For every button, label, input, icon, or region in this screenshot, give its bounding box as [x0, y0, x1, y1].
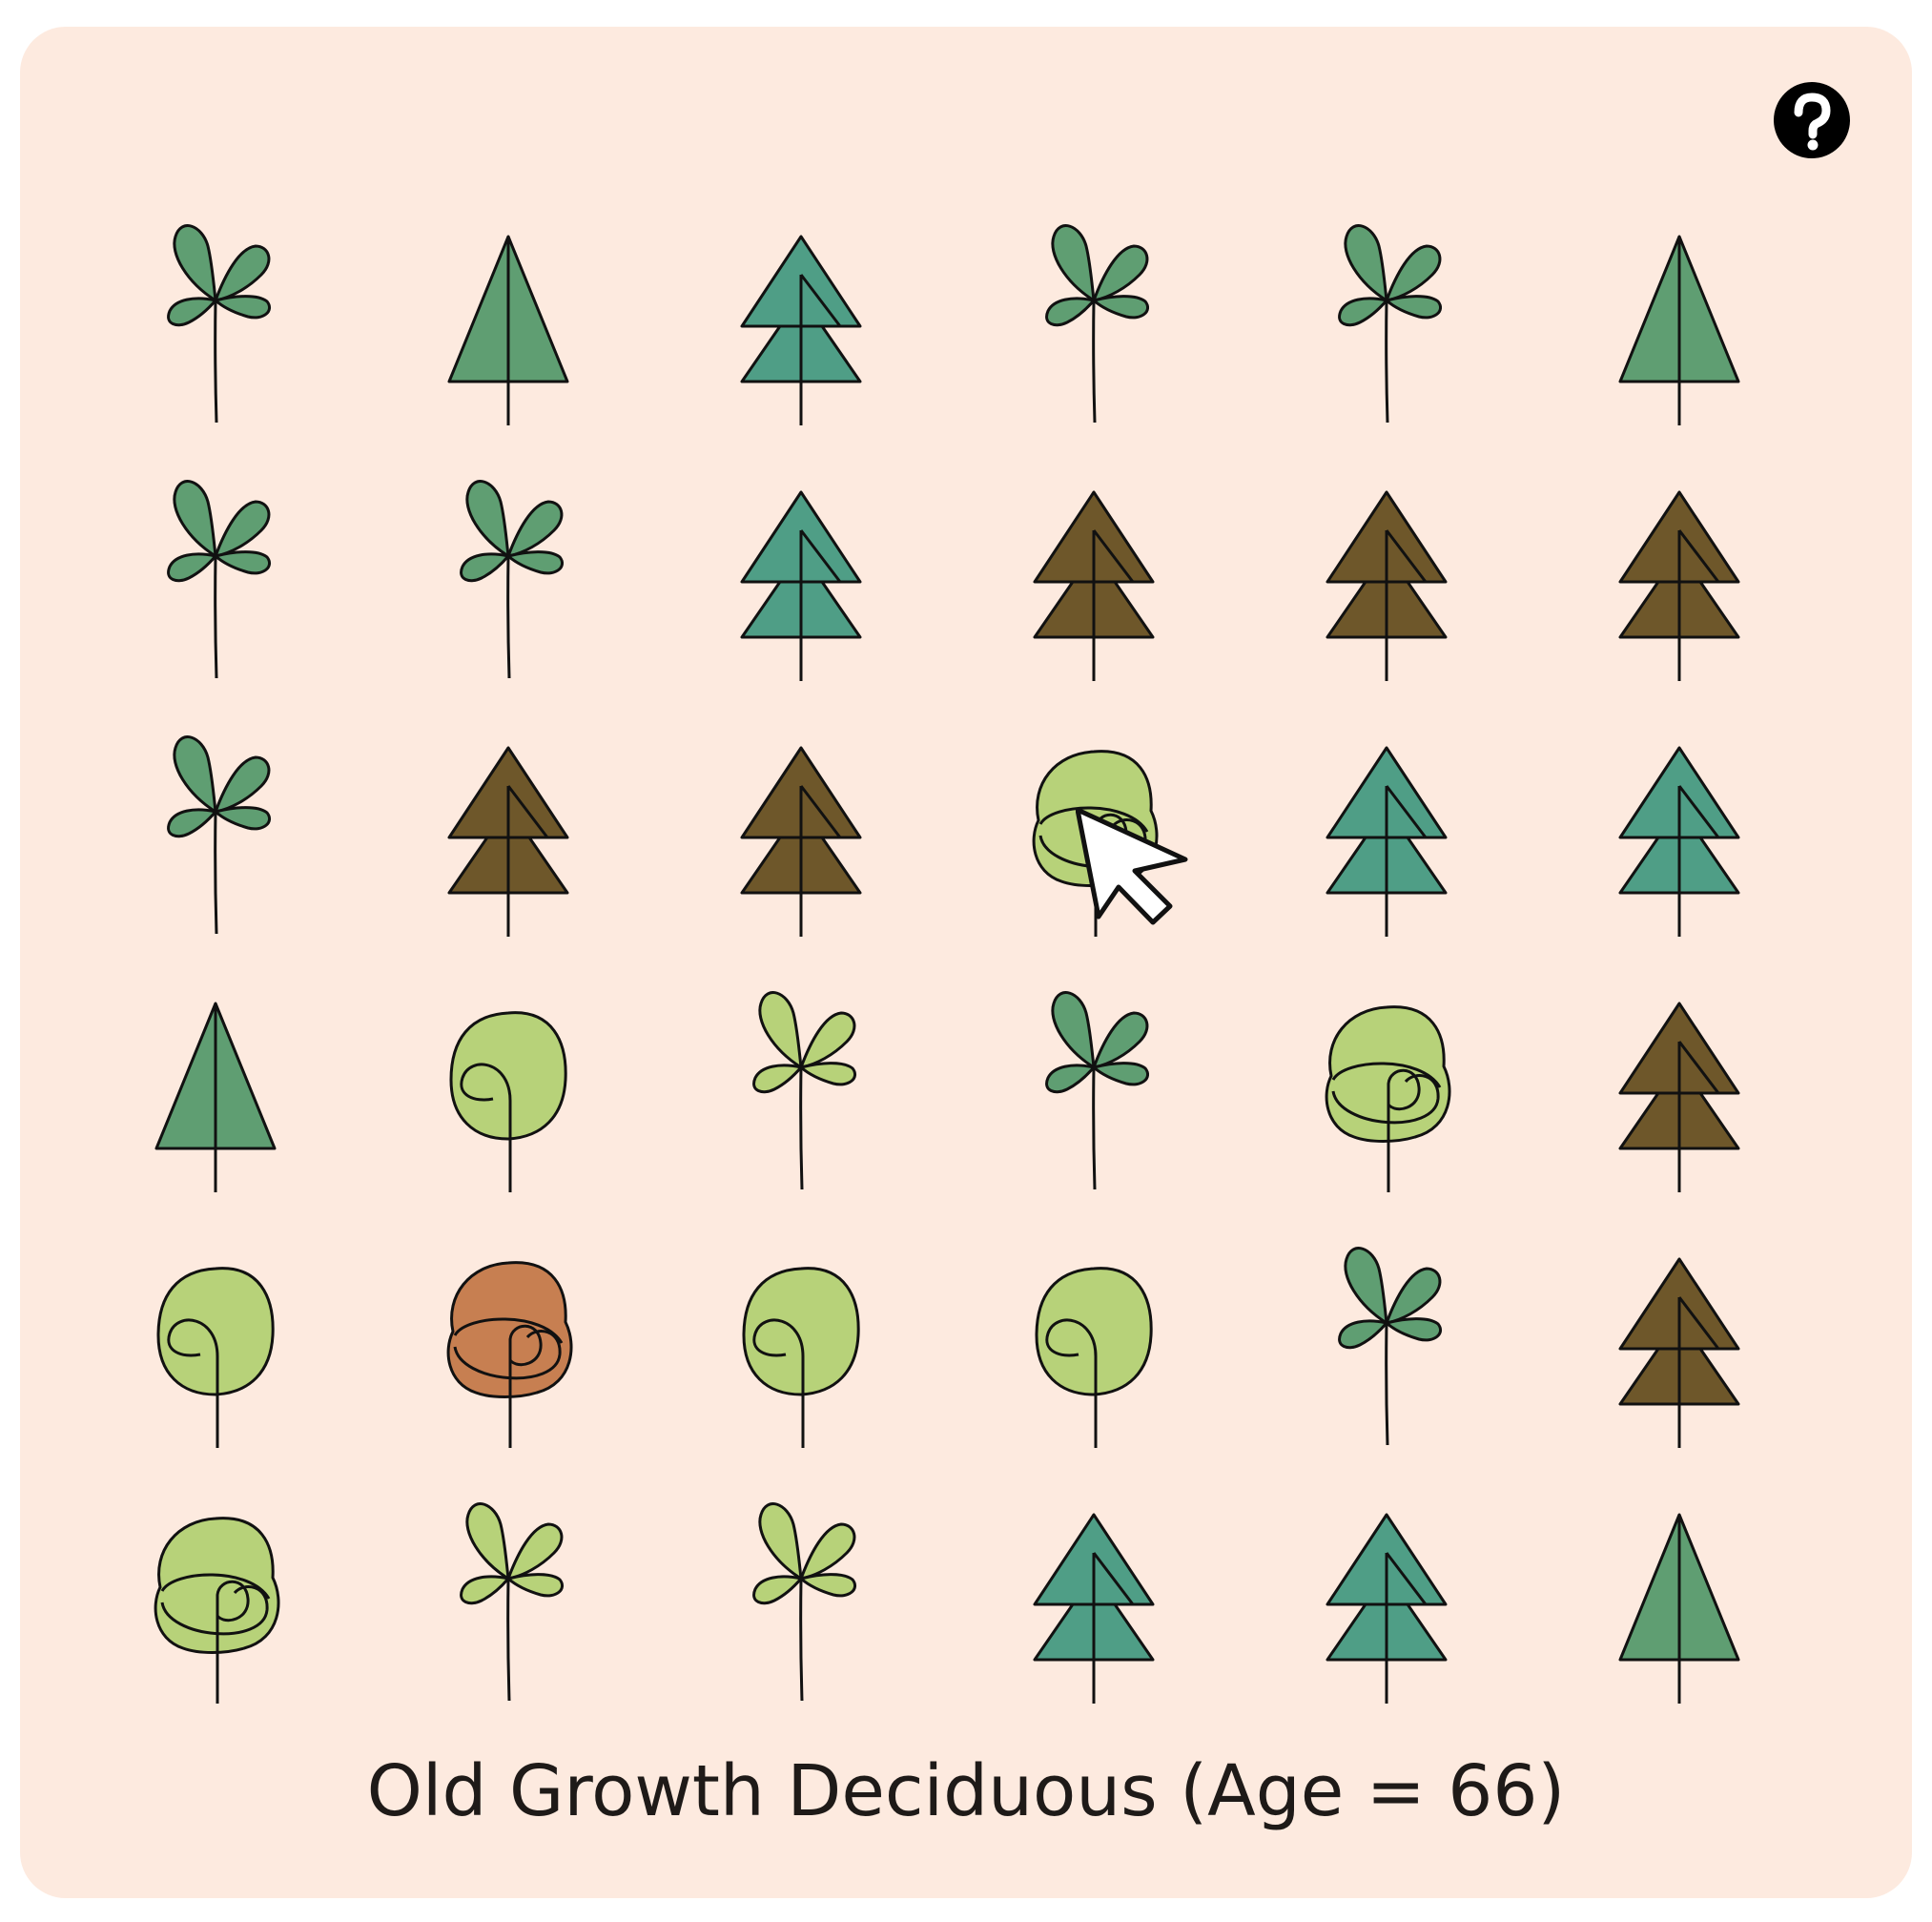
- tree-spruce-icon: [1326, 746, 1448, 937]
- tree-cell-spruce[interactable]: [960, 1486, 1227, 1734]
- tree-spruce-icon: [740, 746, 862, 937]
- tree-cell-deciduous-young[interactable]: [375, 975, 642, 1223]
- forest-panel: [20, 27, 1912, 1898]
- tree-seedling-icon: [167, 224, 271, 424]
- tree-cell-deciduous-old[interactable]: [1253, 975, 1520, 1223]
- tree-cell-seedling[interactable]: [668, 1486, 935, 1734]
- tree-cell-spruce[interactable]: [1253, 719, 1520, 967]
- tree-cell-deciduous-young[interactable]: [960, 1230, 1227, 1478]
- tree-deciduous-young-icon: [449, 1011, 567, 1192]
- tree-seedling-icon: [1045, 224, 1149, 424]
- tree-cell-spruce[interactable]: [668, 719, 935, 967]
- tree-seedling-icon: [752, 991, 856, 1190]
- tree-cell-spruce[interactable]: [960, 464, 1227, 712]
- tree-spruce-icon: [1326, 490, 1448, 681]
- tree-cell-seedling[interactable]: [668, 975, 935, 1223]
- tree-cell-seedling[interactable]: [82, 719, 349, 967]
- tree-cell-pine[interactable]: [1546, 208, 1813, 456]
- tree-deciduous-old-icon: [154, 1517, 280, 1704]
- tree-seedling-icon: [167, 735, 271, 935]
- tree-cell-seedling[interactable]: [82, 464, 349, 712]
- tree-deciduous-young-icon: [1035, 1267, 1153, 1448]
- tree-cell-spruce[interactable]: [1546, 1230, 1813, 1478]
- tree-spruce-icon: [740, 235, 862, 425]
- tree-cell-spruce[interactable]: [1546, 719, 1813, 967]
- tree-cell-deciduous-old[interactable]: [375, 1230, 642, 1478]
- tree-pine-icon: [1618, 1513, 1740, 1704]
- tree-seedling-icon: [752, 1502, 856, 1702]
- tree-seedling-icon: [460, 1502, 564, 1702]
- tree-cell-seedling[interactable]: [82, 208, 349, 456]
- tree-cell-pine[interactable]: [1546, 1486, 1813, 1734]
- tree-seedling-icon: [460, 480, 564, 679]
- tree-deciduous-old-icon: [1032, 750, 1159, 937]
- tree-pine-icon: [1618, 235, 1740, 425]
- tree-cell-spruce[interactable]: [1546, 464, 1813, 712]
- tree-seedling-icon: [1338, 1247, 1442, 1446]
- tree-cell-deciduous-young[interactable]: [668, 1230, 935, 1478]
- tree-deciduous-old-icon: [446, 1261, 573, 1448]
- tree-pine-icon: [447, 235, 569, 425]
- tree-spruce-icon: [1618, 490, 1740, 681]
- tree-cell-deciduous-old[interactable]: [960, 719, 1227, 967]
- tree-cell-spruce[interactable]: [1253, 1486, 1520, 1734]
- tree-status-label: Old Growth Deciduous (Age = 66): [366, 1750, 1566, 1832]
- tree-seedling-icon: [167, 480, 271, 679]
- tree-cell-seedling[interactable]: [375, 1486, 642, 1734]
- tree-spruce-icon: [1618, 1002, 1740, 1192]
- tree-seedling-icon: [1045, 991, 1149, 1190]
- tree-spruce-icon: [1618, 1257, 1740, 1448]
- tree-cell-pine[interactable]: [82, 975, 349, 1223]
- tree-cell-spruce[interactable]: [1253, 464, 1520, 712]
- tree-cell-pine[interactable]: [375, 208, 642, 456]
- tree-cell-seedling[interactable]: [960, 975, 1227, 1223]
- tree-spruce-icon: [1033, 1513, 1155, 1704]
- tree-spruce-icon: [1618, 746, 1740, 937]
- tree-cell-seedling[interactable]: [1253, 1230, 1520, 1478]
- tree-cell-spruce[interactable]: [668, 464, 935, 712]
- tree-cell-deciduous-old[interactable]: [82, 1486, 349, 1734]
- tree-spruce-icon: [1033, 490, 1155, 681]
- tree-cell-spruce[interactable]: [1546, 975, 1813, 1223]
- tree-cell-spruce[interactable]: [668, 208, 935, 456]
- tree-deciduous-young-icon: [742, 1267, 860, 1448]
- tree-seedling-icon: [1338, 224, 1442, 424]
- tree-spruce-icon: [1326, 1513, 1448, 1704]
- tree-deciduous-young-icon: [156, 1267, 275, 1448]
- tree-cell-deciduous-young[interactable]: [82, 1230, 349, 1478]
- tree-cell-seedling[interactable]: [960, 208, 1227, 456]
- tree-spruce-icon: [447, 746, 569, 937]
- tree-pine-icon: [154, 1002, 277, 1192]
- tree-deciduous-old-icon: [1325, 1005, 1451, 1192]
- tree-cell-seedling[interactable]: [1253, 208, 1520, 456]
- help-question-icon[interactable]: [1772, 80, 1852, 160]
- tree-cell-spruce[interactable]: [375, 719, 642, 967]
- tree-spruce-icon: [740, 490, 862, 681]
- tree-cell-seedling[interactable]: [375, 464, 642, 712]
